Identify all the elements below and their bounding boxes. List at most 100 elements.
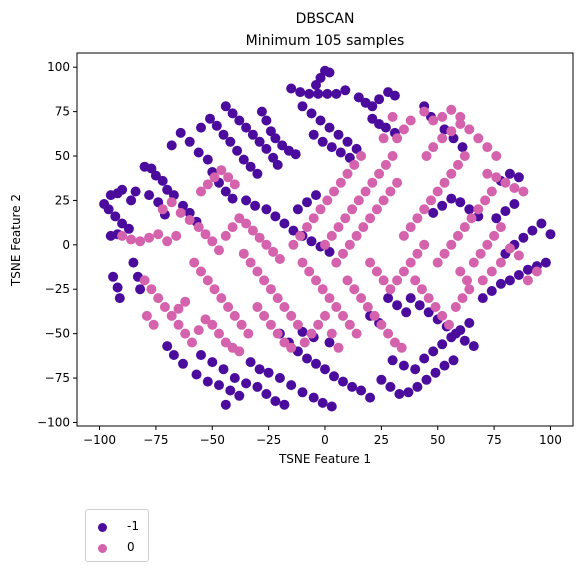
scatter-point-series-0 <box>344 152 355 163</box>
scatter-point-series-1 <box>446 239 457 250</box>
scatter-point-series-0 <box>455 197 466 208</box>
scatter-point-series-1 <box>159 302 170 312</box>
scatter-point-series-1 <box>482 168 493 179</box>
scatter-point-series-0 <box>326 142 337 153</box>
scatter-point-series-0 <box>401 307 412 318</box>
scatter-point-series-1 <box>313 319 324 330</box>
scatter-point-series-0 <box>232 145 243 156</box>
scatter-point-series-1 <box>457 293 468 304</box>
scatter-point-series-0 <box>128 257 139 268</box>
scatter-point-series-0 <box>333 129 344 140</box>
scatter-point-series-0 <box>238 154 249 165</box>
scatter-point-series-1 <box>430 302 441 312</box>
scatter-point-series-1 <box>462 275 472 286</box>
chart-title: DBSCAN <box>296 11 355 27</box>
scatter-point-series-1 <box>223 172 234 183</box>
x-axis: −100 −75 −50 −25 0 25 50 75 100 <box>83 426 562 447</box>
scatter-point-series-0 <box>486 286 497 296</box>
scatter-point-series-1 <box>311 275 321 286</box>
scatter-point-series-0 <box>457 142 468 153</box>
x-tick-label: 100 <box>539 433 562 447</box>
scatter-point-series-1 <box>252 302 263 312</box>
scatter-point-series-1 <box>419 204 430 215</box>
scatter-point-series-0 <box>234 390 245 401</box>
scatter-point-series-0 <box>477 293 488 304</box>
x-tick-label: −100 <box>83 433 116 447</box>
scatter-point-series-0 <box>340 85 351 96</box>
scatter-point-series-0 <box>450 328 461 339</box>
scatter-point-series-0 <box>306 108 317 119</box>
scatter-point-series-1 <box>428 142 439 153</box>
scatter-point-series-1 <box>500 177 511 188</box>
scatter-point-series-0 <box>513 270 524 280</box>
scatter-point-series-0 <box>522 264 533 275</box>
scatter-point-series-1 <box>371 204 382 215</box>
scatter-point-series-0 <box>308 392 319 403</box>
x-tick-label: 0 <box>321 433 329 447</box>
scatter-point-series-1 <box>148 319 159 330</box>
scatter-point-series-0 <box>338 376 348 387</box>
scatter-point-series-1 <box>374 168 385 179</box>
scatter-point-series-1 <box>446 104 457 115</box>
scatter-point-series-1 <box>464 124 475 135</box>
scatter-point-series-0 <box>428 207 439 218</box>
y-tick-label: −100 <box>37 415 70 429</box>
scatter-point-series-1 <box>162 236 173 247</box>
scatter-point-series-1 <box>297 257 308 268</box>
scatter-point-series-1 <box>173 319 184 330</box>
scatter-point-series-1 <box>392 133 403 144</box>
scatter-point-series-0 <box>311 190 321 201</box>
scatter-point-series-0 <box>385 381 396 392</box>
scatter-point-series-0 <box>150 170 161 181</box>
scatter-point-series-0 <box>241 378 252 389</box>
scatter-point-series-0 <box>270 133 281 144</box>
scatter-point-series-0 <box>428 346 439 357</box>
scatter-point-series-1 <box>432 257 443 268</box>
scatter-point-series-0 <box>166 140 177 151</box>
scatter-point-series-0 <box>315 72 326 83</box>
scatter-point-series-0 <box>261 115 272 126</box>
scatter-point-series-1 <box>272 328 283 339</box>
scatter-point-series-1 <box>259 310 270 321</box>
scatter-point-series-0 <box>110 211 121 222</box>
scatter-point-series-0 <box>335 147 346 158</box>
scatter-point-series-1 <box>209 172 220 183</box>
scatter-point-series-0 <box>302 353 312 364</box>
scatter-point-series-1 <box>482 239 493 250</box>
scatter-point-series-1 <box>405 257 416 268</box>
scatter-point-series-1 <box>439 177 450 188</box>
y-tick-label: −75 <box>45 371 70 385</box>
scatter-point-series-0 <box>423 307 434 318</box>
scatter-point-series-1 <box>166 310 177 321</box>
scatter-point-series-1 <box>495 222 506 233</box>
scatter-point-series-0 <box>468 341 479 352</box>
scatter-point-series-1 <box>518 186 529 197</box>
scatter-point-series-0 <box>464 204 475 215</box>
scatter-point-series-0 <box>207 357 218 368</box>
scatter-point-series-1 <box>272 293 283 304</box>
scatter-point-series-1 <box>220 230 231 241</box>
scatter-point-series-0 <box>234 115 245 126</box>
scatter-point-series-0 <box>220 101 231 112</box>
scatter-point-series-0 <box>245 161 256 172</box>
x-tick-label: −75 <box>143 433 168 447</box>
scatter-point-series-1 <box>378 195 389 206</box>
scatter-point-series-0 <box>135 284 146 295</box>
y-tick-label: 100 <box>47 60 70 74</box>
scatter-point-series-0 <box>410 364 421 375</box>
scatter-point-series-1 <box>302 222 312 233</box>
scatter-point-series-0 <box>297 326 308 337</box>
x-tick-label: −25 <box>256 433 281 447</box>
scatter-point-series-0 <box>495 278 506 289</box>
scatter-point-series-1 <box>279 302 290 312</box>
scatter-point-series-1 <box>367 177 378 188</box>
scatter-point-series-1 <box>473 133 484 144</box>
scatter-point-series-1 <box>396 342 407 353</box>
scatter-point-series-1 <box>421 151 432 161</box>
scatter-point-series-0 <box>277 140 288 151</box>
scatter-point-series-1 <box>139 275 150 286</box>
scatter-point-series-1 <box>306 328 317 339</box>
scatter-point-series-1 <box>419 239 430 250</box>
y-axis-label: TSNE Feature 2 <box>9 194 23 287</box>
scatter-point-series-1 <box>209 284 220 295</box>
